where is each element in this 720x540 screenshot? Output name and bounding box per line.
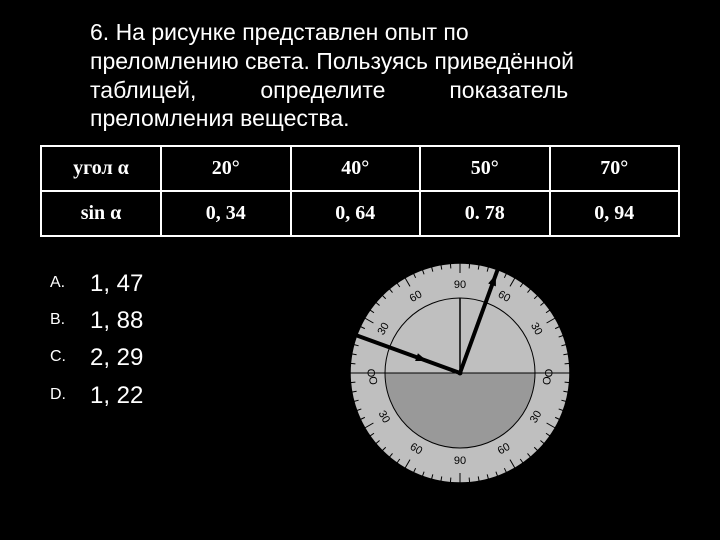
cell: 40° [291,146,421,191]
svg-text:90: 90 [454,279,466,291]
option-b: B. 1, 88 [50,302,240,339]
svg-text:О: О [541,375,554,385]
cell: 0, 64 [291,191,421,236]
option-c: C. 2, 29 [50,339,240,376]
table-row: sin α 0, 34 0, 64 0. 78 0, 94 [41,191,679,236]
cell: 50° [420,146,550,191]
table-row: угол α 20° 40° 50° 70° [41,146,679,191]
option-a: A. 1, 47 [50,265,240,302]
answer-options: A. 1, 47 B. 1, 88 C. 2, 29 D. 1, 22 [50,255,240,490]
row1-header: угол α [41,146,161,191]
svg-text:О: О [366,376,379,386]
cell: 0, 94 [550,191,680,236]
data-table: угол α 20° 40° 50° 70° sin α 0, 34 0, 64… [40,145,680,237]
cell: 0. 78 [420,191,550,236]
q-line1: 6. На рисунке представлен опыт по [90,18,660,47]
row2-header: sin α [41,191,161,236]
refraction-dial: 9060603030ОО9060603030ОО [240,255,680,490]
q-line2: преломлению света. Пользуясь приведённой [90,47,660,76]
cell: 20° [161,146,291,191]
question-text: 6. На рисунке представлен опыт по прелом… [0,0,720,141]
cell: 70° [550,146,680,191]
svg-text:90: 90 [454,455,466,467]
q-line3: таблицей, определите показатель [90,76,660,105]
q-line4: преломления вещества. [90,104,660,133]
cell: 0, 34 [161,191,291,236]
option-d: D. 1, 22 [50,377,240,414]
